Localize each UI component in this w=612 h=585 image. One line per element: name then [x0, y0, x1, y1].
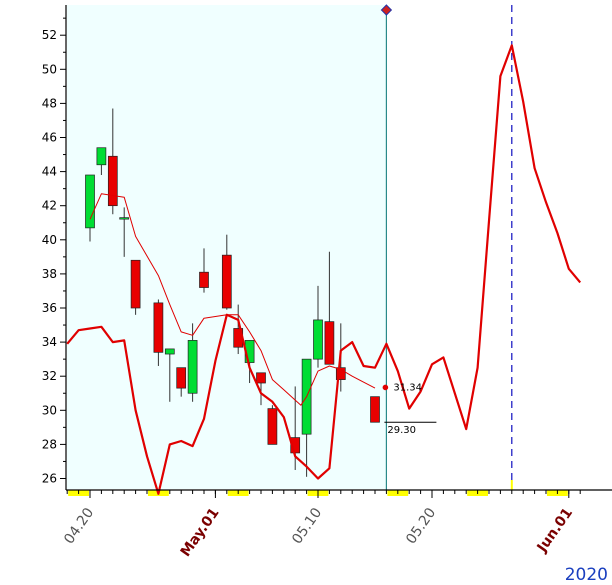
candle-body [267, 408, 278, 445]
candle-body [199, 271, 209, 288]
y-tick-label: 26 [42, 472, 57, 486]
y-tick-label: 30 [42, 403, 57, 417]
candle-body [256, 372, 266, 384]
annotation-marker [382, 384, 389, 391]
annotation-label: 31.34 [393, 382, 422, 393]
x-tick-label: 04.20 [61, 505, 97, 547]
candle-body [96, 147, 107, 166]
y-tick-label: 50 [42, 62, 57, 76]
annotations: 31.34 29.30 [382, 382, 437, 436]
y-tick-label: 48 [42, 96, 57, 110]
y-tick-label: 34 [42, 335, 57, 349]
candle-body [119, 217, 130, 220]
y-axis-ticks: 26 28 30 32 34 36 38 40 42 44 46 48 50 52 [42, 17, 66, 486]
candle-body [176, 367, 187, 389]
x-tick-label: May.01 [178, 505, 223, 560]
series-lines [66, 44, 582, 495]
divider-marker [380, 4, 393, 16]
candle-body [221, 254, 232, 309]
year-label: 2020 [564, 565, 608, 585]
candle-body [107, 155, 118, 207]
candle-body [153, 302, 164, 353]
y-tick-label: 46 [42, 131, 57, 145]
candle-body [335, 367, 346, 380]
series-line-thin [89, 193, 376, 406]
candle-body [164, 348, 175, 355]
candle-body [85, 174, 95, 229]
y-tick-label: 28 [42, 437, 57, 451]
y-tick-label: 42 [42, 199, 57, 213]
x-tick-label: Jun.01 [534, 505, 576, 556]
y-tick-label: 36 [42, 301, 57, 315]
candle-body [187, 340, 198, 394]
x-tick-label: 05.10 [289, 505, 325, 547]
annotation-label: 29.30 [387, 425, 416, 436]
candle-body [130, 259, 141, 309]
x-tick-label: 05.20 [403, 505, 439, 547]
candle-body [324, 321, 335, 365]
candle-body [370, 396, 380, 423]
candle-body [313, 319, 323, 360]
y-tick-label: 44 [42, 165, 57, 179]
y-tick-label: 40 [42, 233, 57, 247]
y-tick-label: 32 [42, 369, 57, 383]
y-tick-label: 52 [42, 28, 57, 42]
series-line-thick [66, 44, 582, 495]
y-tick-label: 38 [42, 267, 57, 281]
